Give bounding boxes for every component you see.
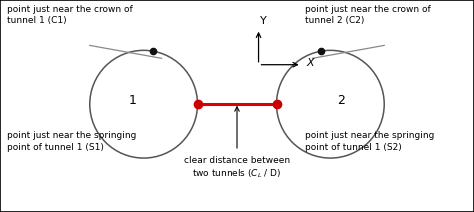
Text: point just near the crown of
tunnel 2 (C2): point just near the crown of tunnel 2 (C…: [305, 5, 431, 25]
Text: point just near the crown of
tunnel 1 (C1): point just near the crown of tunnel 1 (C…: [7, 5, 133, 25]
Text: 2: 2: [337, 94, 345, 107]
Text: Y: Y: [260, 16, 267, 26]
Text: point just near the springing
point of tunnel 1 (S1): point just near the springing point of t…: [7, 131, 137, 152]
Text: 1: 1: [129, 94, 137, 107]
Text: X: X: [307, 58, 314, 68]
Text: point just near the springing
point of tunnel 1 (S2): point just near the springing point of t…: [305, 131, 435, 152]
Text: clear distance between
two tunnels ($C_L$ / D): clear distance between two tunnels ($C_L…: [184, 156, 290, 180]
